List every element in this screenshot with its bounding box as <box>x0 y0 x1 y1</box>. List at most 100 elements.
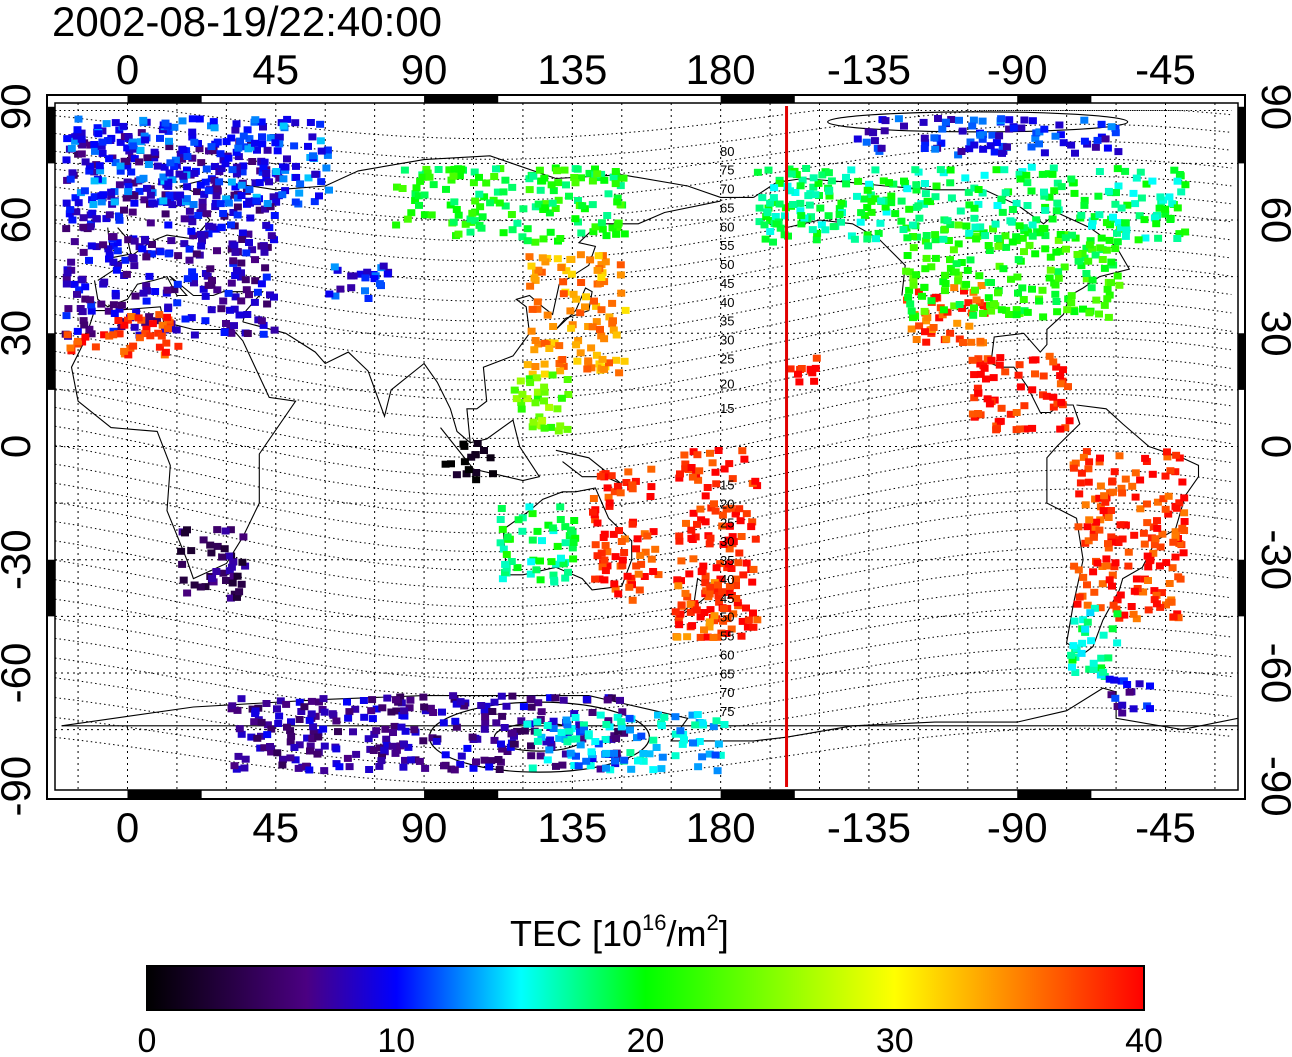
tec-cell <box>592 351 601 359</box>
tec-cell <box>1090 213 1099 221</box>
tec-cell <box>581 303 589 311</box>
tec-cell <box>89 201 98 208</box>
tec-cell <box>1114 539 1123 546</box>
tec-cell <box>198 237 206 245</box>
tec-cell <box>918 292 926 300</box>
tec-cell <box>533 527 542 535</box>
tec-cell <box>718 511 727 519</box>
tec-cell <box>719 540 728 548</box>
tec-cell <box>1069 179 1078 187</box>
tec-cell <box>64 305 73 313</box>
tec-cell <box>740 455 749 463</box>
tec-cell <box>1077 469 1086 477</box>
tec-cell <box>1091 251 1100 259</box>
tec-cell <box>292 162 300 170</box>
tec-cell <box>253 288 262 296</box>
tec-cell <box>427 211 436 219</box>
tec-cell <box>308 735 317 742</box>
tec-cell <box>228 702 237 710</box>
tec-cell <box>291 198 300 206</box>
tec-cell <box>1118 709 1127 717</box>
tec-cell <box>1056 372 1065 380</box>
contour-label: 65 <box>720 200 734 215</box>
tec-cell <box>242 249 251 257</box>
tec-cell <box>900 177 908 185</box>
tec-cell <box>239 162 248 170</box>
tec-cell <box>129 342 138 350</box>
tec-cell <box>449 172 458 180</box>
tec-cell <box>414 192 423 200</box>
tec-cell <box>806 365 815 373</box>
tec-cell <box>587 344 596 352</box>
tec-cell <box>411 756 420 764</box>
tec-cell <box>314 733 323 741</box>
tec-cell <box>545 345 554 352</box>
tec-cell <box>416 177 425 185</box>
tec-cell <box>997 306 1006 314</box>
tec-cell <box>323 146 332 154</box>
tec-cell <box>1164 492 1173 500</box>
tec-cell <box>837 218 845 226</box>
tec-cell <box>397 723 406 731</box>
tec-cell <box>550 339 559 347</box>
tec-cell <box>985 400 994 408</box>
tec-cell <box>1080 201 1089 209</box>
tec-cell <box>146 191 155 199</box>
tec-cell <box>775 200 784 208</box>
tec-cell <box>837 199 846 207</box>
tec-cell <box>712 480 721 488</box>
tec-cell <box>696 505 705 513</box>
tec-cell <box>136 138 145 146</box>
tec-cell <box>309 152 317 160</box>
tec-cell <box>712 587 721 595</box>
tec-cell <box>180 240 189 248</box>
tec-cell <box>572 735 581 743</box>
tec-cell <box>592 302 601 310</box>
tec-cell <box>1115 452 1124 460</box>
tec-cell <box>633 734 641 742</box>
tec-cell <box>543 722 552 729</box>
tec-cell <box>119 318 128 326</box>
tec-cell <box>304 174 313 182</box>
tec-cell <box>614 727 623 735</box>
tec-cell <box>502 551 511 558</box>
tec-cell <box>1053 199 1062 207</box>
contour-label: 50 <box>720 257 734 272</box>
tec-cell <box>599 534 608 541</box>
tec-cell <box>632 562 641 570</box>
tec-cell <box>1130 587 1139 595</box>
tec-cell <box>287 732 296 740</box>
tec-cell <box>471 197 480 205</box>
tec-cell <box>540 383 549 391</box>
tec-cell <box>887 192 896 200</box>
tec-cell <box>1081 501 1090 509</box>
tec-cell <box>74 337 82 345</box>
tec-cell <box>190 273 198 281</box>
tec-cell <box>1070 617 1079 625</box>
tec-cell <box>1039 372 1048 380</box>
tec-cell <box>930 134 939 142</box>
frame-bar-top <box>1017 95 1092 103</box>
tec-cell <box>164 182 173 190</box>
tec-cell <box>200 190 209 198</box>
tec-cell <box>1082 270 1091 277</box>
tec-cell <box>1020 116 1029 124</box>
tec-cell <box>531 399 540 407</box>
tec-cell <box>753 616 762 624</box>
tec-cell <box>345 708 354 716</box>
tec-cell <box>1137 194 1146 202</box>
tec-cell <box>1111 200 1120 208</box>
tec-cell <box>1023 202 1032 209</box>
tec-cell <box>946 179 955 187</box>
tec-cell <box>206 265 215 273</box>
tec-cell <box>1113 238 1122 246</box>
tec-cell <box>561 523 570 531</box>
tec-cell <box>1059 139 1068 147</box>
tec-cell <box>586 256 595 264</box>
tec-cell <box>602 764 610 772</box>
tec-cell <box>1166 216 1175 223</box>
tec-cell <box>1112 605 1121 613</box>
tec-cell <box>904 294 913 301</box>
tec-cell <box>1102 219 1111 227</box>
tec-cell <box>420 703 429 711</box>
